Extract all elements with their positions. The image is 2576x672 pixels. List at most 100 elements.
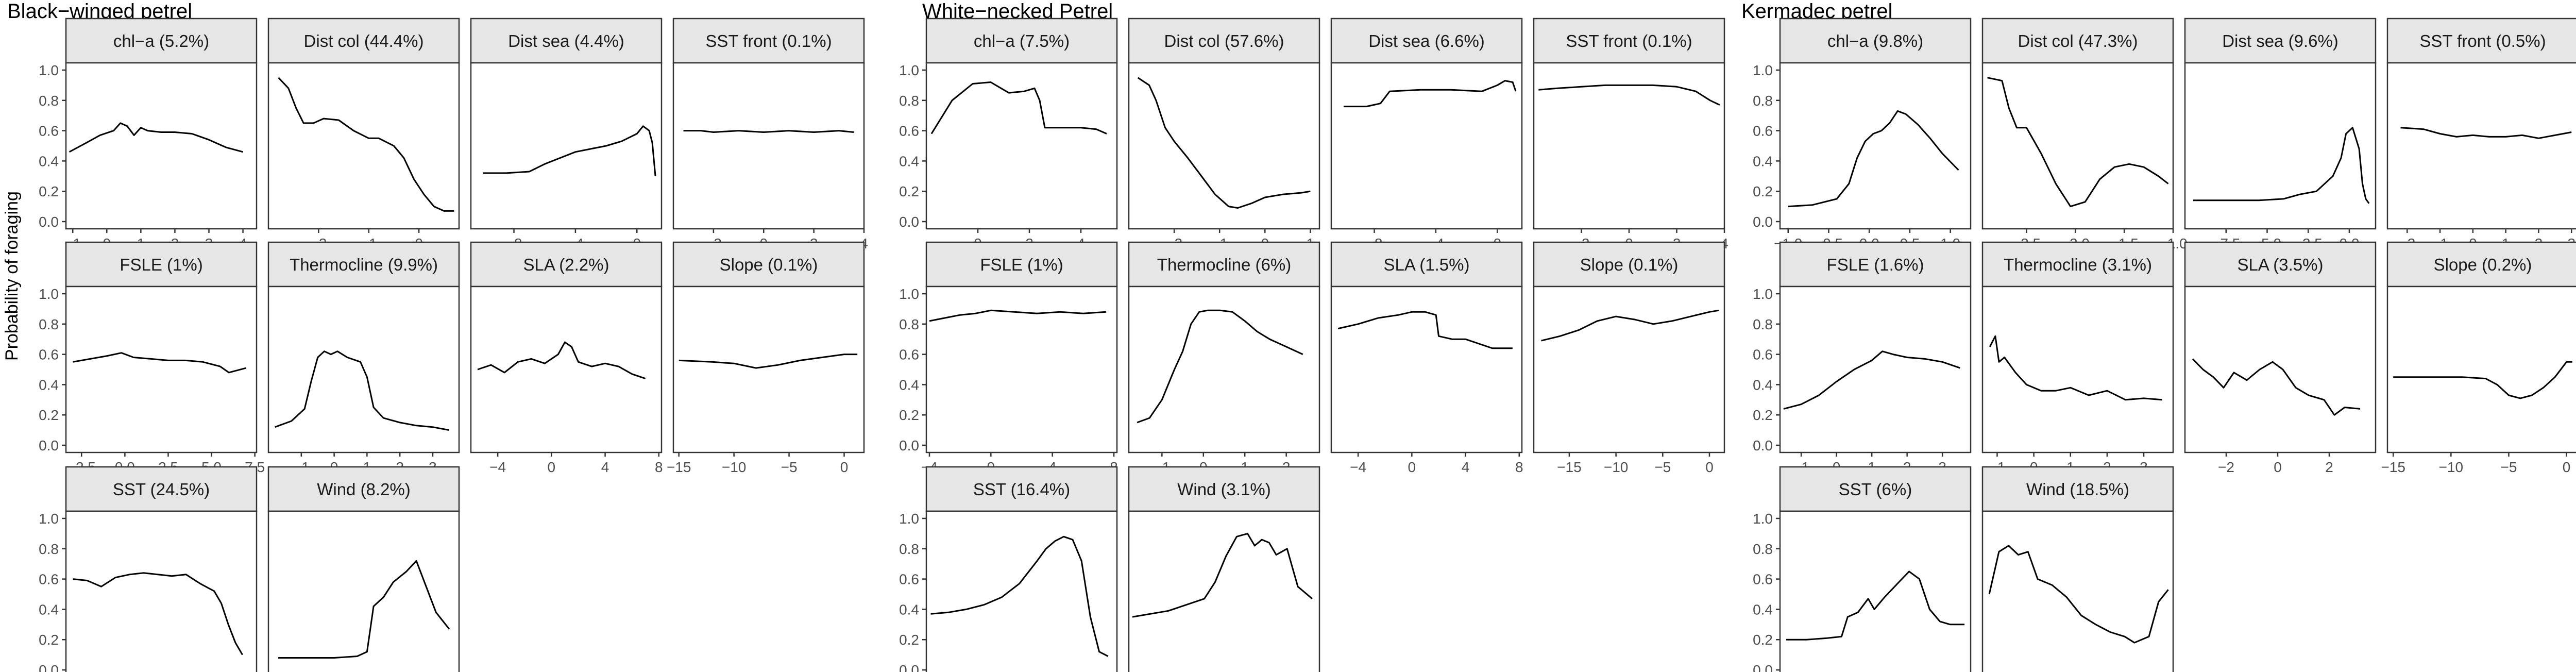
y-tick-label: 0.6 xyxy=(1753,123,1773,139)
y-tick-label: 0.6 xyxy=(1753,347,1773,363)
y-tick-label: 1.0 xyxy=(39,511,59,527)
plot-area xyxy=(1128,62,1320,230)
y-tick-label: 0.8 xyxy=(899,316,919,332)
plot-area xyxy=(1779,62,1972,230)
x-tick-label: 8 xyxy=(655,459,663,475)
series-line xyxy=(278,77,454,212)
x-tick-label: 0 xyxy=(1408,459,1416,475)
y-tick-label: 0.0 xyxy=(39,662,59,672)
x-tick-label: 4 xyxy=(601,459,609,475)
facet-strip-label: Thermocline (3.1%) xyxy=(2004,255,2152,274)
plot-area xyxy=(470,285,663,453)
series-line xyxy=(930,535,1109,657)
series-line xyxy=(1989,335,2162,401)
plot-area xyxy=(1779,285,1972,453)
series-line xyxy=(69,122,243,153)
plot-area xyxy=(1981,62,2174,230)
y-tick-label: 1.0 xyxy=(899,511,919,527)
plot-area xyxy=(1128,285,1320,453)
y-tick-label: 1.0 xyxy=(1753,511,1773,527)
x-tick-label: −5 xyxy=(781,459,798,475)
facet-strip-label: Slope (0.1%) xyxy=(1580,255,1679,274)
facet-strip xyxy=(1779,241,1972,288)
facet-panel: Wind (3.1%)−3−2−1012 xyxy=(1128,466,1320,672)
series-line xyxy=(73,572,243,656)
y-tick-label: 1.0 xyxy=(39,62,59,78)
facet-strip xyxy=(1128,18,1320,64)
y-tick-label: 0.0 xyxy=(1753,662,1773,672)
y-tick-label: 0.2 xyxy=(899,632,919,648)
y-tick-label: 0.8 xyxy=(1753,316,1773,332)
series-line xyxy=(275,350,450,431)
y-tick-label: 0.4 xyxy=(39,601,59,617)
facet-strip xyxy=(1981,241,2174,288)
facet-strip-label: chl−a (5.2%) xyxy=(113,31,209,51)
facet-strip-label: Slope (0.1%) xyxy=(720,255,818,274)
x-tick-label: −5 xyxy=(1654,459,1671,475)
y-tick-label: 0.0 xyxy=(899,662,919,672)
y-tick-label: 0.8 xyxy=(39,541,59,557)
y-tick-label: 0.0 xyxy=(1753,438,1773,453)
facet-panel: SST front (0.1%)−2024 xyxy=(672,18,868,251)
facet-strip xyxy=(470,18,663,64)
plot-area xyxy=(2386,285,2576,453)
facet-strip-label: SLA (2.2%) xyxy=(523,255,609,274)
x-tick-label: 0 xyxy=(1705,459,1714,475)
facet-panel: SST front (0.5%)−2−10123 xyxy=(2386,18,2576,251)
plot-area xyxy=(1330,285,1523,453)
plot-area xyxy=(1779,510,1972,672)
series-line xyxy=(1987,77,2169,208)
series-line xyxy=(1541,309,1719,342)
y-tick-label: 0.2 xyxy=(1753,632,1773,648)
facet-strip-label: SST (16.4%) xyxy=(973,480,1070,499)
facet-strip xyxy=(1533,18,1725,64)
series-line xyxy=(1988,545,2169,644)
series-line xyxy=(483,125,656,176)
facet-panel: chl−a (5.2%)0.00.20.40.60.81.0−101234 xyxy=(39,18,258,251)
facet-panel: SST front (0.1%)−2024 xyxy=(1533,18,1728,251)
x-tick-label: 0 xyxy=(2563,459,2571,475)
series-line xyxy=(1786,570,1965,641)
facet-strip xyxy=(925,241,1118,288)
plot-area xyxy=(1330,62,1523,230)
plot-area xyxy=(2184,62,2377,230)
x-tick-label: −4 xyxy=(1350,459,1366,475)
series-line xyxy=(2192,358,2361,416)
y-tick-label: 0.2 xyxy=(39,183,59,199)
plot-area xyxy=(2184,285,2377,453)
y-tick-label: 0.2 xyxy=(39,407,59,423)
facet-strip-label: SST (6%) xyxy=(1839,480,1912,499)
plot-area xyxy=(672,62,865,230)
facet-strip-label: Dist sea (4.4%) xyxy=(508,31,624,51)
y-tick-label: 0.8 xyxy=(899,541,919,557)
plot-area xyxy=(925,62,1118,230)
y-tick-label: 1.0 xyxy=(899,62,919,78)
y-tick-label: 0.0 xyxy=(899,214,919,230)
y-tick-label: 0.8 xyxy=(39,93,59,109)
facet-panel: Dist col (44.4%)−2−10 xyxy=(267,18,460,251)
facet-strip-label: Dist col (47.3%) xyxy=(2018,31,2138,51)
x-tick-label: 4 xyxy=(1462,459,1470,475)
series-line xyxy=(2193,127,2370,204)
facet-panel: Slope (0.1%) −15 −10 −5 0 xyxy=(667,241,865,475)
facet-strip xyxy=(1128,241,1320,288)
plot-area xyxy=(925,510,1118,672)
x-tick-label: −2 xyxy=(2218,459,2234,475)
plot-area xyxy=(65,285,258,453)
y-tick-label: 0.4 xyxy=(1753,153,1773,169)
y-tick-label: 0.8 xyxy=(1753,541,1773,557)
series-line xyxy=(1788,110,1959,208)
y-tick-label: 0.6 xyxy=(1753,572,1773,587)
series-line xyxy=(477,341,646,380)
facet-panel: chl−a (7.5%)0.00.20.40.60.81.0024 xyxy=(899,18,1118,251)
series-line xyxy=(2393,361,2572,399)
series-line xyxy=(1132,532,1313,618)
facet-strip xyxy=(672,241,865,288)
x-tick-label: −4 xyxy=(489,459,506,475)
y-tick-label: 0.8 xyxy=(39,316,59,332)
facet-panel: Wind (18.5%)−1.5−1.0−0.50.0 xyxy=(1981,466,2174,672)
plot-area xyxy=(267,62,460,230)
y-tick-label: 1.0 xyxy=(1753,62,1773,78)
y-tick-label: 0.6 xyxy=(899,123,919,139)
facet-strip xyxy=(925,466,1118,512)
